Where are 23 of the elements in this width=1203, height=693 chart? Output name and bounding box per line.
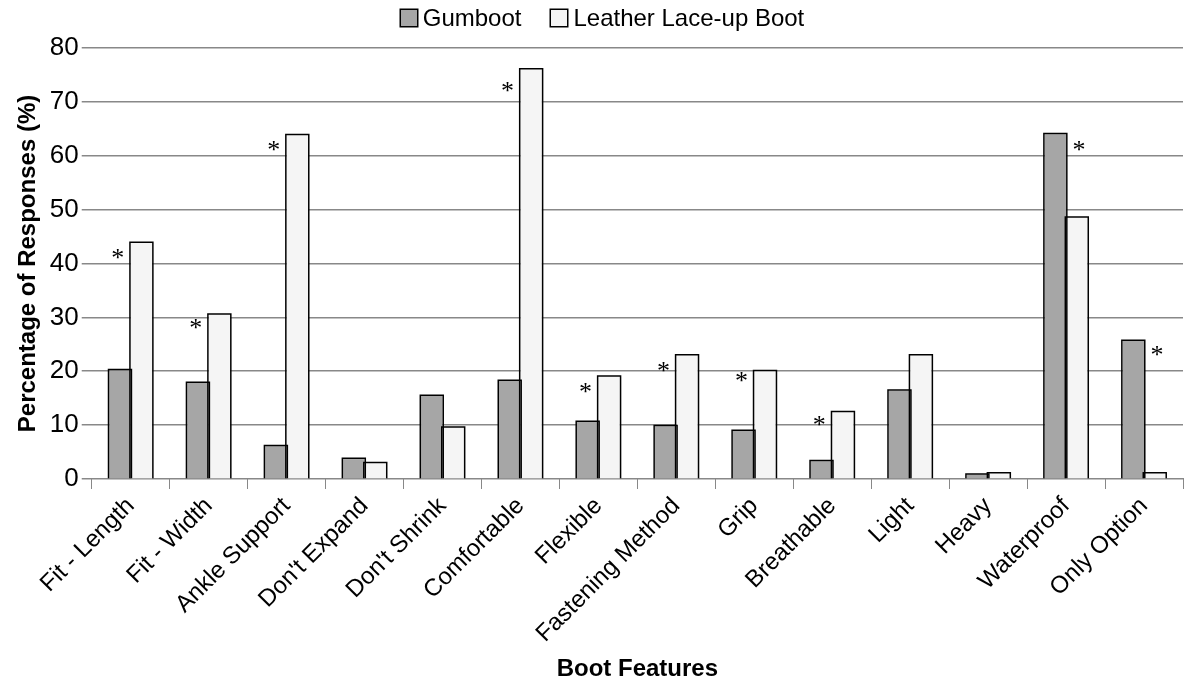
y-tick-label: 80: [49, 31, 79, 62]
y-tick-label: 20: [49, 354, 79, 385]
y-tick-label: 0: [64, 462, 79, 493]
annotation: *: [189, 312, 203, 342]
annotation: *: [501, 75, 515, 105]
annotation: *: [812, 409, 826, 439]
annotation: *: [734, 366, 748, 396]
annotation: *: [656, 355, 670, 385]
y-tick-label: 70: [49, 85, 79, 116]
legend-label: Leather Lace-up Boot: [573, 4, 805, 32]
annotation: *: [1072, 134, 1086, 164]
y-tick-label: 50: [49, 192, 79, 223]
y-axis-title: Percentage of Responses (%): [13, 94, 41, 433]
y-tick-label: 40: [49, 246, 79, 277]
legend-label: Gumboot: [422, 4, 522, 32]
y-tick-label: 10: [49, 408, 79, 439]
annotation: *: [267, 134, 281, 164]
y-tick-label: 30: [49, 300, 79, 331]
x-axis-title: Boot Features: [556, 654, 719, 682]
y-tick-label: 60: [49, 138, 79, 169]
annotation: *: [1150, 339, 1164, 369]
annotation: *: [579, 377, 593, 407]
annotation: *: [111, 242, 125, 272]
